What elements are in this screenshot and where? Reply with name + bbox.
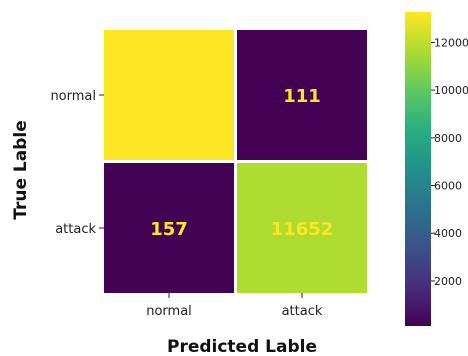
cell-value-label: 111 xyxy=(283,86,321,107)
colorbar-ticks: 2000 4000 6000 8000 10000 12000 xyxy=(431,36,468,288)
colorbar-tick-label: 2000 xyxy=(434,275,462,288)
y-axis-label: True Lable xyxy=(11,120,31,220)
cell-value-label: 13275 xyxy=(138,86,201,107)
heatmap-cell xyxy=(237,30,367,160)
colorbar xyxy=(405,12,431,326)
y-tick-label: normal xyxy=(50,89,96,104)
x-tick-label: attack xyxy=(282,304,323,319)
colorbar-tick-label: 12000 xyxy=(434,36,468,49)
y-tick-label: attack xyxy=(55,222,96,237)
heatmap-cells xyxy=(104,30,367,293)
heatmap-cell xyxy=(237,163,367,293)
cell-value-label: 157 xyxy=(150,219,188,240)
cell-value-label: 11652 xyxy=(271,219,334,240)
y-axis-ticks: normal attack xyxy=(50,89,104,237)
heatmap-cell xyxy=(104,30,234,160)
x-tick-label: normal xyxy=(146,304,192,319)
colorbar-tick-label: 4000 xyxy=(434,227,462,240)
colorbar-tick-label: 6000 xyxy=(434,180,462,193)
heatmap-cell xyxy=(104,163,234,293)
colorbar-tick-label: 10000 xyxy=(434,84,468,97)
colorbar-tick-label: 8000 xyxy=(434,132,462,145)
cell-value-labels: 13275 111 157 11652 xyxy=(138,86,334,240)
x-axis-label: Predicted Lable xyxy=(167,337,317,356)
x-axis-ticks: normal attack xyxy=(146,293,323,319)
